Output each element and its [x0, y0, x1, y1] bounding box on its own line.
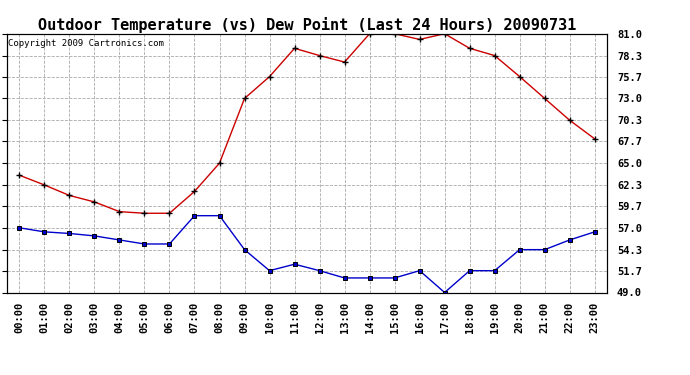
- Title: Outdoor Temperature (vs) Dew Point (Last 24 Hours) 20090731: Outdoor Temperature (vs) Dew Point (Last…: [38, 16, 576, 33]
- Text: Copyright 2009 Cartronics.com: Copyright 2009 Cartronics.com: [8, 39, 164, 48]
